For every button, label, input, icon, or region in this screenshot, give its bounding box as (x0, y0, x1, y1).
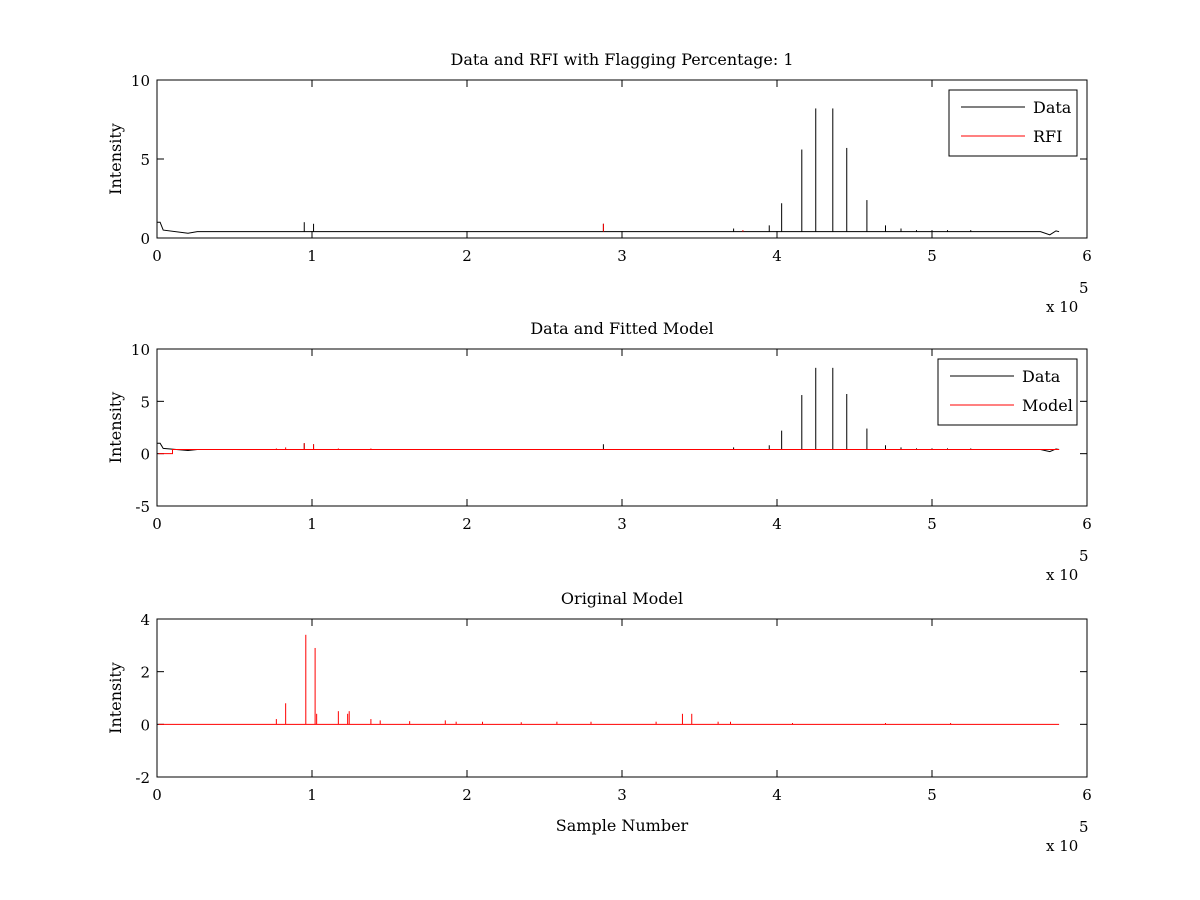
y-tick-label: 0 (140, 230, 150, 248)
x-tick-label: 6 (1082, 515, 1092, 533)
x-tick-label: 6 (1082, 247, 1092, 265)
y-tick-label: 4 (140, 611, 150, 629)
legend-box (937, 358, 1078, 426)
chart-title: Data and Fitted Model (530, 319, 713, 338)
y-tick-label: 5 (140, 393, 150, 411)
series-data (157, 108, 1060, 236)
x-tick-label: 5 (927, 515, 937, 533)
y-tick-label: 10 (131, 72, 150, 90)
x-tick-label: 2 (462, 786, 472, 804)
x-tick-label: 5 (927, 786, 937, 804)
x-tick-label: 4 (772, 515, 782, 533)
y-tick-label: 5 (140, 151, 150, 169)
y-tick-label: 2 (140, 664, 150, 682)
x-tick-label: 6 (1082, 786, 1092, 804)
x-exponent-base: x 10 (1046, 566, 1078, 584)
x-exponent-power: 5 (1079, 818, 1089, 836)
legend: Data Model (937, 358, 1078, 426)
series-baseline (157, 221, 1060, 236)
x-tick-label: 0 (152, 247, 162, 265)
x-tick-label: 5 (927, 247, 937, 265)
legend-label-data: Data (1022, 367, 1061, 386)
x-tick-label: 0 (152, 515, 162, 533)
y-axis-label: Intensity (106, 123, 125, 195)
y-axis-label: Intensity (106, 392, 125, 464)
chart-panel-1: Data and RFI with Flagging Percentage: 1… (106, 50, 1092, 316)
series-model (158, 443, 1060, 455)
y-tick-label: 0 (140, 716, 150, 734)
series-baseline (158, 448, 1060, 455)
x-exponent-power: 5 (1079, 279, 1089, 297)
y-tick-label: 10 (131, 341, 150, 359)
series-rfi (602, 223, 744, 232)
y-tick-label: -2 (135, 769, 150, 787)
axes-box (156, 618, 1088, 778)
series-model (158, 634, 1060, 725)
legend-box (948, 89, 1078, 157)
x-tick-label: 2 (462, 515, 472, 533)
x-exponent-base: x 10 (1046, 837, 1078, 855)
axes-box (156, 79, 1088, 239)
x-tick-label: 3 (617, 786, 627, 804)
y-tick-label: -5 (135, 498, 150, 516)
x-tick-label: 4 (772, 247, 782, 265)
legend-label-model: Model (1022, 396, 1073, 415)
x-exponent-power: 5 (1079, 547, 1089, 565)
x-axis-label: Sample Number (556, 816, 689, 835)
chart-title: Data and RFI with Flagging Percentage: 1 (450, 50, 793, 69)
legend-label-data: Data (1033, 98, 1072, 117)
x-tick-label: 3 (617, 515, 627, 533)
chart-title: Original Model (561, 589, 683, 608)
x-tick-label: 3 (617, 247, 627, 265)
x-tick-label: 4 (772, 786, 782, 804)
x-tick-label: 1 (307, 247, 317, 265)
x-tick-label: 2 (462, 247, 472, 265)
legend-label-rfi: RFI (1033, 127, 1062, 146)
x-tick-label: 1 (307, 786, 317, 804)
legend: Data RFI (948, 89, 1078, 157)
x-tick-label: 0 (152, 786, 162, 804)
x-tick-label: 1 (307, 515, 317, 533)
y-axis-label: Intensity (106, 662, 125, 734)
y-tick-label: 0 (140, 446, 150, 464)
x-exponent-base: x 10 (1046, 298, 1078, 316)
